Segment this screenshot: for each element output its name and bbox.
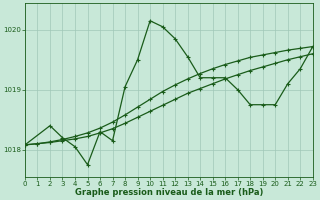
X-axis label: Graphe pression niveau de la mer (hPa): Graphe pression niveau de la mer (hPa) <box>75 188 263 197</box>
